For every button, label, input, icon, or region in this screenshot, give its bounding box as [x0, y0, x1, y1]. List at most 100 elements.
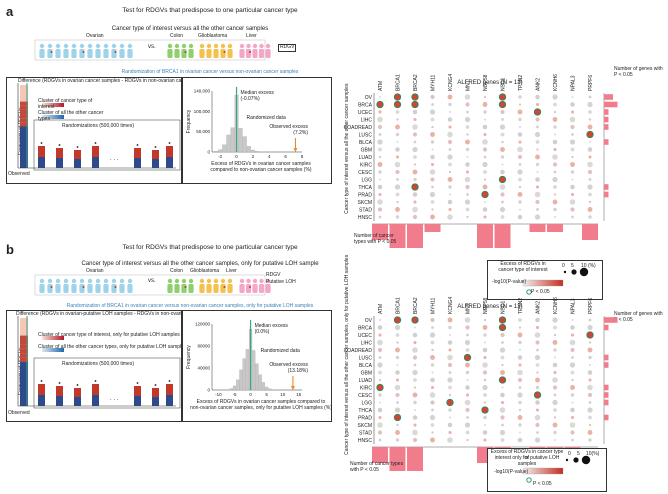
dot-LGG-MNT	[464, 399, 471, 406]
dot-BLCA-NOP58	[482, 362, 488, 368]
dot-UCEC-NSD1	[500, 332, 505, 338]
right-bar-LUSC	[604, 354, 609, 361]
dot-SKCM-PRPF6	[588, 200, 592, 204]
dot-GBM-MYH11	[431, 148, 434, 151]
dot-THCA-NPAL3	[570, 184, 575, 190]
rdgv-mark-icon	[249, 286, 251, 288]
person-body	[47, 284, 53, 293]
dot-BLCA-BRCA1	[396, 141, 399, 143]
dot-THCA-KCNG4	[448, 408, 452, 412]
panel-b-cluster-other: Cluster of all the other cancer types, o…	[38, 344, 187, 350]
dot-HNSC-NPAL3	[571, 438, 574, 442]
dot-BRCA-NPAL3	[570, 102, 575, 107]
panel-a-hist-box	[182, 77, 332, 184]
person-head	[127, 278, 133, 284]
dot-BLCA-MYH11	[430, 363, 435, 367]
cluster-interest-swatch	[42, 103, 64, 107]
dot-HNSC-NOP58	[483, 438, 487, 442]
hist-bar	[245, 349, 249, 391]
dot-LIHC-ATM	[377, 339, 383, 346]
y-tick: 80000	[197, 344, 210, 349]
rdgv-mark-icon	[114, 286, 117, 288]
observed-label: Observed excess	[269, 124, 308, 130]
randomizations-frame	[33, 119, 181, 171]
dot-HNSC-MYH11	[430, 437, 435, 443]
dot-LIHC-KCNG4	[447, 117, 453, 122]
observed-arrowhead	[290, 386, 295, 390]
cancer-label: LGG	[361, 400, 372, 406]
dot-LUAD-KCNG4	[447, 154, 453, 160]
dot-STAD-MYH11	[431, 208, 434, 211]
dot-LUAD-BRCA1	[395, 378, 400, 382]
dot-THCA-KCNG4	[448, 185, 452, 189]
dot-STAD-ANK2	[536, 431, 539, 434]
dot-COADREAD-KCNH6	[553, 125, 557, 129]
dot-LUSC-TPSN2	[517, 132, 523, 137]
rdgv-mark-icon	[249, 51, 251, 53]
dot-COADREAD-NSD1	[499, 347, 506, 353]
dot-STAD-MNT	[465, 430, 470, 435]
gene-label: TPSN2	[518, 75, 524, 91]
cluster-other-swatch	[42, 348, 64, 352]
cancer-label: GBM	[361, 147, 372, 153]
person-head	[47, 278, 53, 284]
dot-LUSC-BRCA1	[395, 132, 400, 137]
dot-PRAD-ANK2	[534, 414, 541, 421]
person-body	[95, 49, 101, 58]
person-body	[71, 49, 77, 58]
rand-star	[154, 384, 157, 386]
dot-COADREAD-BRCA1	[395, 347, 400, 353]
dot-PRAD-KCNH6	[553, 416, 557, 419]
person-body	[213, 49, 219, 58]
rdgv-mark-icon	[184, 286, 187, 288]
person-body	[39, 49, 45, 58]
bottom-bar-ATM	[372, 224, 388, 240]
panel-a-legend-title1: Excess of RDGVs in	[500, 261, 546, 267]
dot-LGG-NOP58	[483, 178, 487, 181]
right-bar-CESC	[604, 392, 609, 398]
dot-CESC-ANK2	[536, 171, 539, 173]
dot-STAD-NSD1	[499, 429, 506, 436]
person-head	[39, 43, 45, 49]
dot-CESC-NOP58	[483, 170, 487, 174]
panel-a-legend-pval: -log10(P-value)	[492, 279, 527, 285]
hist-bar	[246, 146, 251, 153]
rand-bar-red	[92, 384, 99, 395]
rand-star	[76, 384, 79, 386]
dot-LUSC-KCNG4	[447, 354, 453, 361]
panel-b-difference-label: Difference (RDGVs in ovarian-putative LO…	[16, 311, 240, 317]
hist-bar	[214, 151, 219, 153]
group-ovarian: Ovarian	[86, 33, 104, 39]
panel-a-cluster-interest: Cluster of cancer type of interest	[38, 98, 93, 110]
dot-BRCA-BRCA2	[414, 326, 416, 329]
person-head	[265, 43, 271, 49]
dot-LGG-KCNG4	[447, 177, 453, 182]
person-body	[167, 49, 173, 58]
panel-b-sim-graphic	[6, 310, 182, 422]
dot-UCEC-KCNG4	[449, 111, 451, 113]
dot-GBM-KCNH6	[553, 370, 557, 375]
person-head	[174, 43, 180, 49]
bottom-bar-ATM	[372, 447, 388, 463]
dot-UCEC-MNT	[466, 110, 469, 114]
x-tick: 8	[301, 154, 304, 159]
dot-UCEC-BRCA1	[395, 110, 400, 114]
dot-LUAD-NSD1	[500, 155, 505, 159]
dot-OV-NPAL3	[571, 96, 574, 98]
group-colon: Colon	[170, 268, 184, 274]
person-body	[127, 49, 133, 58]
cancer-label: KIRC	[360, 162, 372, 168]
dot-THCA-ATM	[377, 184, 383, 190]
y-tick: 50,000	[196, 129, 210, 134]
dot-COADREAD-BRCA2	[412, 124, 418, 130]
dot-CESC-MNT	[465, 393, 470, 397]
rand-bar-blue	[38, 395, 45, 406]
size-legend-dot	[579, 267, 589, 277]
gene-label: MYH11	[431, 74, 437, 91]
gene-label: TPSN2	[518, 298, 524, 314]
dot-CESC-KCNH6	[553, 393, 557, 397]
group-frame	[34, 39, 266, 61]
dot-HNSC-BRCA1	[395, 215, 400, 219]
dot-SKCM-NOP58	[484, 201, 486, 203]
person-head	[39, 278, 45, 284]
